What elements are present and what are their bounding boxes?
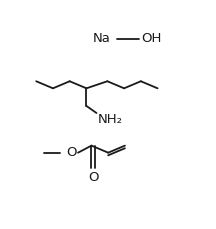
Text: Na: Na [93,33,111,45]
Text: O: O [88,171,98,184]
Text: O: O [66,146,77,159]
Text: OH: OH [142,33,162,45]
Text: NH₂: NH₂ [97,113,122,126]
